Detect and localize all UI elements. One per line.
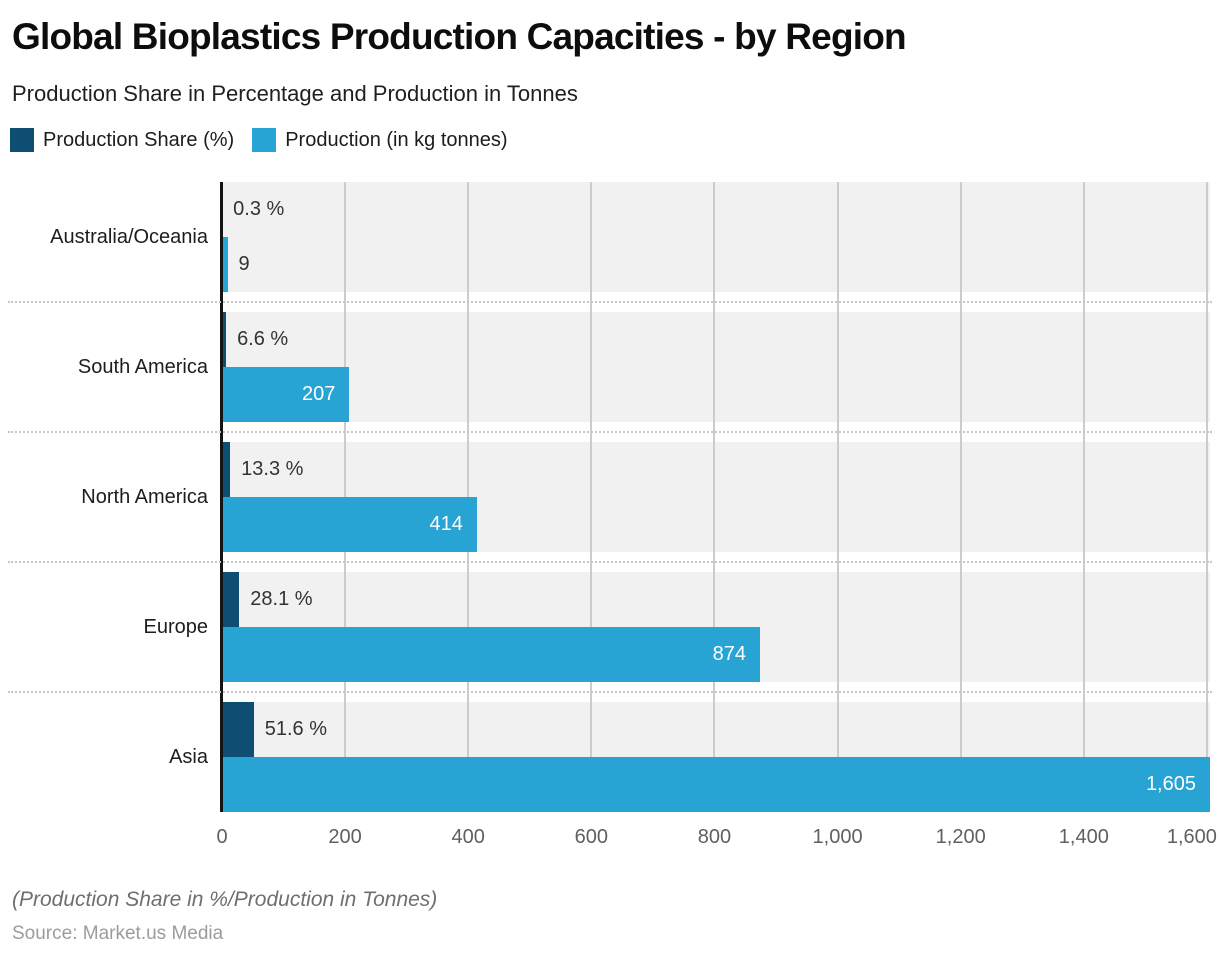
x-axis-tick-label: 0 [216, 826, 228, 848]
bar-production-share[interactable] [222, 442, 231, 497]
chart-page: Global Bioplastics Production Capacities… [0, 16, 1220, 972]
gridline [836, 182, 839, 812]
row-band [222, 182, 1210, 292]
production-value-label: 874 [712, 643, 746, 665]
x-axis-tick-label: 800 [697, 826, 732, 848]
chart-subtitle: Production Share in Percentage and Produ… [12, 81, 578, 106]
x-axis-tick-label: 600 [574, 826, 609, 848]
share-value-label: 6.6 % [237, 328, 289, 350]
chart-title: Global Bioplastics Production Capacities… [12, 16, 907, 57]
bar-chart: 0.3 % 9 6.6 % 207 13.3 % 414 28.1 % 874 51.6 % 1,… [0, 182, 1217, 858]
gridline [1205, 182, 1208, 812]
gridline [1082, 182, 1085, 812]
category-label: Australia/Oceania [50, 225, 208, 248]
source-credit: Source: Market.us Media [12, 923, 224, 944]
legend-swatch-production-icon [252, 128, 277, 152]
y-axis-line [220, 182, 223, 812]
legend-label-production-share: Production Share (%) [43, 128, 235, 151]
x-axis-tick-label: 400 [451, 826, 485, 848]
legend-label-production: Production (in kg tonnes) [285, 128, 508, 151]
plot-area: 0.3 % 9 6.6 % 207 13.3 % 414 28.1 % 874 51.6 % 1,… [216, 182, 1217, 848]
production-value-label: 414 [429, 513, 463, 535]
share-value-label: 28.1 % [250, 588, 313, 610]
chart-footnote: (Production Share in %/Production in Ton… [12, 888, 438, 911]
gridline [713, 182, 716, 812]
legend: Production Share (%) Production (in kg t… [10, 128, 1220, 152]
x-axis-tick-label: 1,400 [1058, 826, 1109, 848]
x-axis-tick-label: 200 [328, 826, 362, 848]
bar-production-share[interactable] [222, 572, 240, 627]
production-value-label: 1,605 [1145, 773, 1196, 795]
legend-swatch-share-icon [10, 128, 34, 152]
production-value-label: 9 [238, 253, 250, 275]
legend-item-production-share[interactable]: Production Share (%) [10, 128, 234, 152]
gridline [959, 182, 962, 812]
x-axis-tick-label: 1,200 [935, 826, 986, 848]
bar-production-share[interactable] [222, 312, 227, 367]
gridline [590, 182, 593, 812]
bar-production[interactable] [222, 237, 228, 292]
bar-production[interactable] [222, 497, 477, 552]
bar-production[interactable] [222, 627, 760, 682]
production-value-label: 207 [302, 383, 336, 405]
share-value-label: 51.6 % [264, 718, 328, 740]
row-separator [8, 301, 1212, 303]
category-label: South America [77, 355, 208, 378]
legend-item-production[interactable]: Production (in kg tonnes) [252, 128, 508, 152]
row-separator [8, 431, 1212, 433]
bar-production-share[interactable] [222, 702, 254, 757]
category-label: Asia [169, 745, 208, 768]
row-band [222, 312, 1210, 422]
category-label: North America [81, 485, 208, 508]
row-separator [8, 691, 1212, 693]
row-separator [8, 561, 1212, 563]
bar-production[interactable] [222, 757, 1210, 812]
share-value-label: 13.3 % [241, 458, 304, 480]
category-label: Europe [143, 615, 209, 638]
x-axis-tick-label: 1,600 [1166, 826, 1217, 848]
share-value-label: 0.3 % [233, 198, 285, 220]
bar-production[interactable] [222, 367, 350, 422]
x-axis-tick-label: 1,000 [812, 826, 863, 848]
